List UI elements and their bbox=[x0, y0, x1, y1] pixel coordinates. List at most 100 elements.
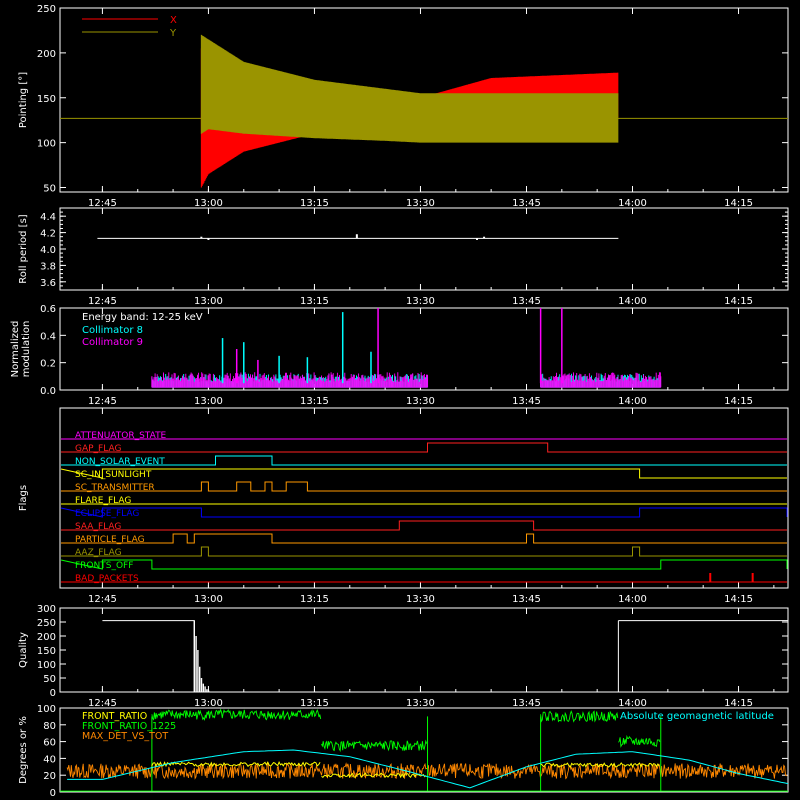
pointing-xtick-label: 13:15 bbox=[300, 198, 329, 209]
modulation-xtick-label: 14:00 bbox=[618, 396, 647, 407]
pointing-xtick-label: 13:30 bbox=[406, 198, 435, 209]
quality-ytick-label: 200 bbox=[37, 632, 56, 643]
ratios-series-front bbox=[540, 762, 660, 769]
flags-frame bbox=[59, 407, 789, 589]
flag-line bbox=[61, 533, 787, 544]
flag-label: SAA_FLAG bbox=[75, 522, 121, 532]
roll-frame bbox=[59, 207, 789, 291]
quality-decay bbox=[193, 620, 210, 692]
modulation-legend-label: Collimator 8 bbox=[82, 325, 143, 336]
modulation-ytick-label: 0.2 bbox=[40, 359, 56, 370]
flag-label: FLARE_FLAG bbox=[75, 496, 131, 506]
modulation-xtick-label: 14:15 bbox=[724, 396, 753, 407]
flags-xtick-label: 12:45 bbox=[88, 594, 117, 605]
ratios-ytick-label: 40 bbox=[43, 754, 56, 765]
flag-label: SC_TRANSMITTER bbox=[75, 483, 155, 493]
quality-ytick-label: 100 bbox=[37, 660, 56, 671]
quality-ytick-label: 0 bbox=[50, 688, 56, 699]
quality-xtick-label: 13:00 bbox=[194, 698, 223, 709]
flag-line bbox=[61, 546, 787, 557]
ratios-legend-label: FRONT_RATIO bbox=[82, 711, 147, 722]
quality-ytick-label: 50 bbox=[43, 674, 56, 685]
modulation-xtick-label: 12:45 bbox=[88, 396, 117, 407]
roll-ytick-label: 4.0 bbox=[40, 245, 56, 256]
flag-label: NON_SOLAR_EVENT bbox=[75, 457, 165, 467]
quality-xtick-label: 13:45 bbox=[512, 698, 541, 709]
modulation-series-c9 bbox=[151, 372, 428, 388]
quality-ylabel: Quality bbox=[18, 632, 29, 668]
quality-block bbox=[618, 620, 789, 692]
quality-xtick-label: 13:30 bbox=[406, 698, 435, 709]
flags-ylabel: Flags bbox=[18, 485, 29, 511]
roll-ytick-label: 4.4 bbox=[40, 212, 56, 223]
ratios-ylabel: Degrees or % bbox=[18, 716, 29, 784]
ratios-series-geomag bbox=[67, 749, 789, 789]
pointing-ytick-label: 100 bbox=[37, 139, 56, 150]
flags-xtick-label: 13:00 bbox=[194, 594, 223, 605]
pointing-ytick-label: 150 bbox=[37, 94, 56, 105]
pointing-legend-label: Y bbox=[169, 28, 177, 39]
flag-label: GAP_FLAG bbox=[75, 444, 121, 454]
pointing-xtick-label: 13:45 bbox=[512, 198, 541, 209]
ratios-series-front1225 bbox=[321, 739, 428, 753]
modulation-ytick-label: 0.6 bbox=[40, 304, 56, 315]
quality-ytick-label: 300 bbox=[37, 604, 56, 615]
pointing-legend-label: X bbox=[170, 15, 177, 26]
ratios-annotation: Absolute geomagnetic latitude bbox=[620, 711, 774, 722]
flags-xtick-label: 14:00 bbox=[618, 594, 647, 605]
quality-ytick-label: 250 bbox=[37, 618, 56, 629]
flag-label: AAZ_FLAG bbox=[75, 548, 122, 558]
flag-line bbox=[61, 520, 787, 531]
modulation-legend-label: Collimator 9 bbox=[82, 337, 143, 348]
pointing-ylabel: Pointing [°] bbox=[18, 72, 29, 128]
flag-line bbox=[60, 507, 788, 518]
modulation-ylabel: modulation bbox=[21, 321, 32, 378]
flag-label: SC_IN_SUNLIGHT bbox=[75, 470, 152, 480]
modulation-ytick-label: 0.4 bbox=[40, 331, 56, 342]
pointing-frame bbox=[59, 7, 789, 193]
roll-ytick-label: 3.8 bbox=[40, 261, 56, 272]
pointing-xtick-label: 12:45 bbox=[88, 198, 117, 209]
ratios-frame bbox=[59, 707, 789, 793]
pointing-xtick-label: 14:00 bbox=[618, 198, 647, 209]
roll-xtick-label: 13:15 bbox=[300, 296, 329, 307]
roll-xtick-label: 13:30 bbox=[406, 296, 435, 307]
pointing-xtick-label: 13:00 bbox=[194, 198, 223, 209]
quality-xtick-label: 14:00 bbox=[618, 698, 647, 709]
roll-xtick-label: 14:15 bbox=[724, 296, 753, 307]
pointing-ytick-label: 50 bbox=[43, 184, 56, 195]
modulation-frame bbox=[59, 307, 789, 391]
modulation-annotation: Energy band: 12-25 keV bbox=[82, 312, 203, 323]
flags-xtick-label: 14:15 bbox=[724, 594, 753, 605]
modulation-xtick-label: 13:00 bbox=[194, 396, 223, 407]
flags-xtick-label: 13:45 bbox=[512, 594, 541, 605]
flag-label: FRONTS_OFF bbox=[75, 561, 133, 571]
pointing-ytick-label: 200 bbox=[37, 49, 56, 60]
ratios-ytick-label: 20 bbox=[43, 771, 56, 782]
modulation-ytick-label: 0.0 bbox=[40, 386, 56, 397]
flags-xtick-label: 13:15 bbox=[300, 594, 329, 605]
modulation-xtick-label: 13:45 bbox=[512, 396, 541, 407]
flag-label: ATTENUATOR_STATE bbox=[75, 431, 167, 441]
modulation-xtick-label: 13:30 bbox=[406, 396, 435, 407]
flag-label: ECLIPSE_FLAG bbox=[75, 509, 139, 519]
flag-label: BAD_PACKETS bbox=[75, 574, 139, 584]
roll-ytick-label: 4.2 bbox=[40, 229, 56, 240]
quality-xtick-label: 12:45 bbox=[88, 698, 117, 709]
ratios-ytick-label: 0 bbox=[50, 788, 56, 799]
ratios-series-front bbox=[151, 761, 321, 768]
ratios-series-front1225 bbox=[151, 708, 322, 721]
quality-block bbox=[102, 620, 195, 692]
ratios-series-front1225 bbox=[540, 710, 619, 723]
ratios-ytick-label: 60 bbox=[43, 738, 56, 749]
roll-xtick-label: 14:00 bbox=[618, 296, 647, 307]
quality-xtick-label: 13:15 bbox=[300, 698, 329, 709]
ratios-legend-label: MAX_DET_VS_TOT bbox=[82, 731, 168, 742]
roll-ytick-label: 3.6 bbox=[40, 278, 56, 289]
pointing-ytick-label: 250 bbox=[37, 4, 56, 15]
flag-line bbox=[60, 559, 788, 570]
roll-ylabel: Roll period [s] bbox=[18, 214, 29, 283]
ratios-series-front bbox=[321, 772, 427, 779]
ratios-ytick-label: 80 bbox=[43, 721, 56, 732]
